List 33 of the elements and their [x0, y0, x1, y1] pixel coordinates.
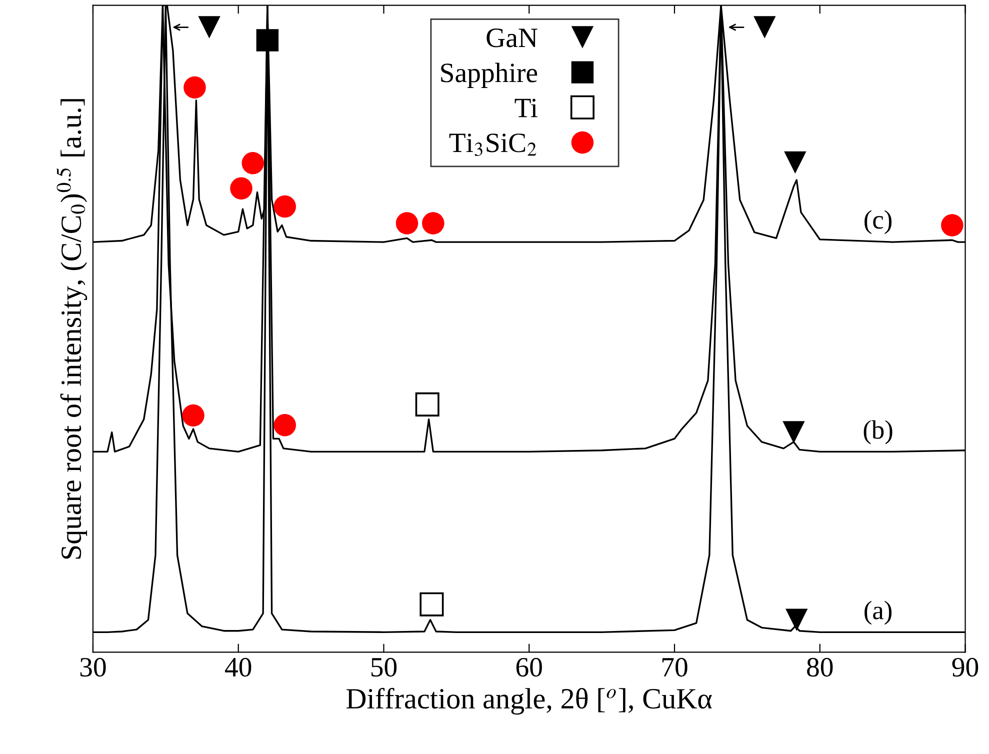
point	[420, 592, 444, 616]
point	[274, 195, 296, 218]
point	[274, 414, 296, 436]
point	[754, 16, 776, 38]
x-tick-label: 80	[807, 658, 833, 677]
point	[782, 421, 805, 444]
y-axis-title: Square root of intensity, (C/C$_{0}$)$^{0.5}$ [a.u.]	[56, 99, 88, 559]
x-tick-label: 60	[516, 658, 542, 677]
point	[422, 212, 444, 234]
point	[396, 212, 418, 234]
point	[256, 29, 279, 52]
annotation: (c)	[864, 210, 892, 234]
x-tick-label: 90	[952, 658, 978, 677]
point	[184, 76, 206, 99]
x-tick-label: 40	[225, 658, 252, 677]
legend-label: GaN	[486, 28, 538, 48]
legend-label: Ti	[514, 98, 538, 118]
x-axis-title: Diffraction angle, 2θ [$^{o}$], CuKα	[346, 688, 712, 715]
legend-label: Sapphire	[441, 62, 538, 88]
legend-label: Ti$_{3}$SiC$_{2}$	[449, 134, 536, 156]
point	[941, 214, 964, 236]
point	[415, 392, 440, 416]
point	[182, 404, 204, 427]
annotation: (a)	[864, 600, 892, 625]
point	[242, 152, 264, 174]
point	[786, 608, 808, 631]
point	[198, 16, 220, 38]
annotation: (b)	[864, 420, 892, 444]
point	[784, 151, 806, 174]
x-tick-label: 30	[80, 658, 106, 677]
x-tick-label: 70	[662, 658, 688, 677]
point	[230, 177, 252, 200]
x-tick-label: 50	[371, 658, 397, 677]
